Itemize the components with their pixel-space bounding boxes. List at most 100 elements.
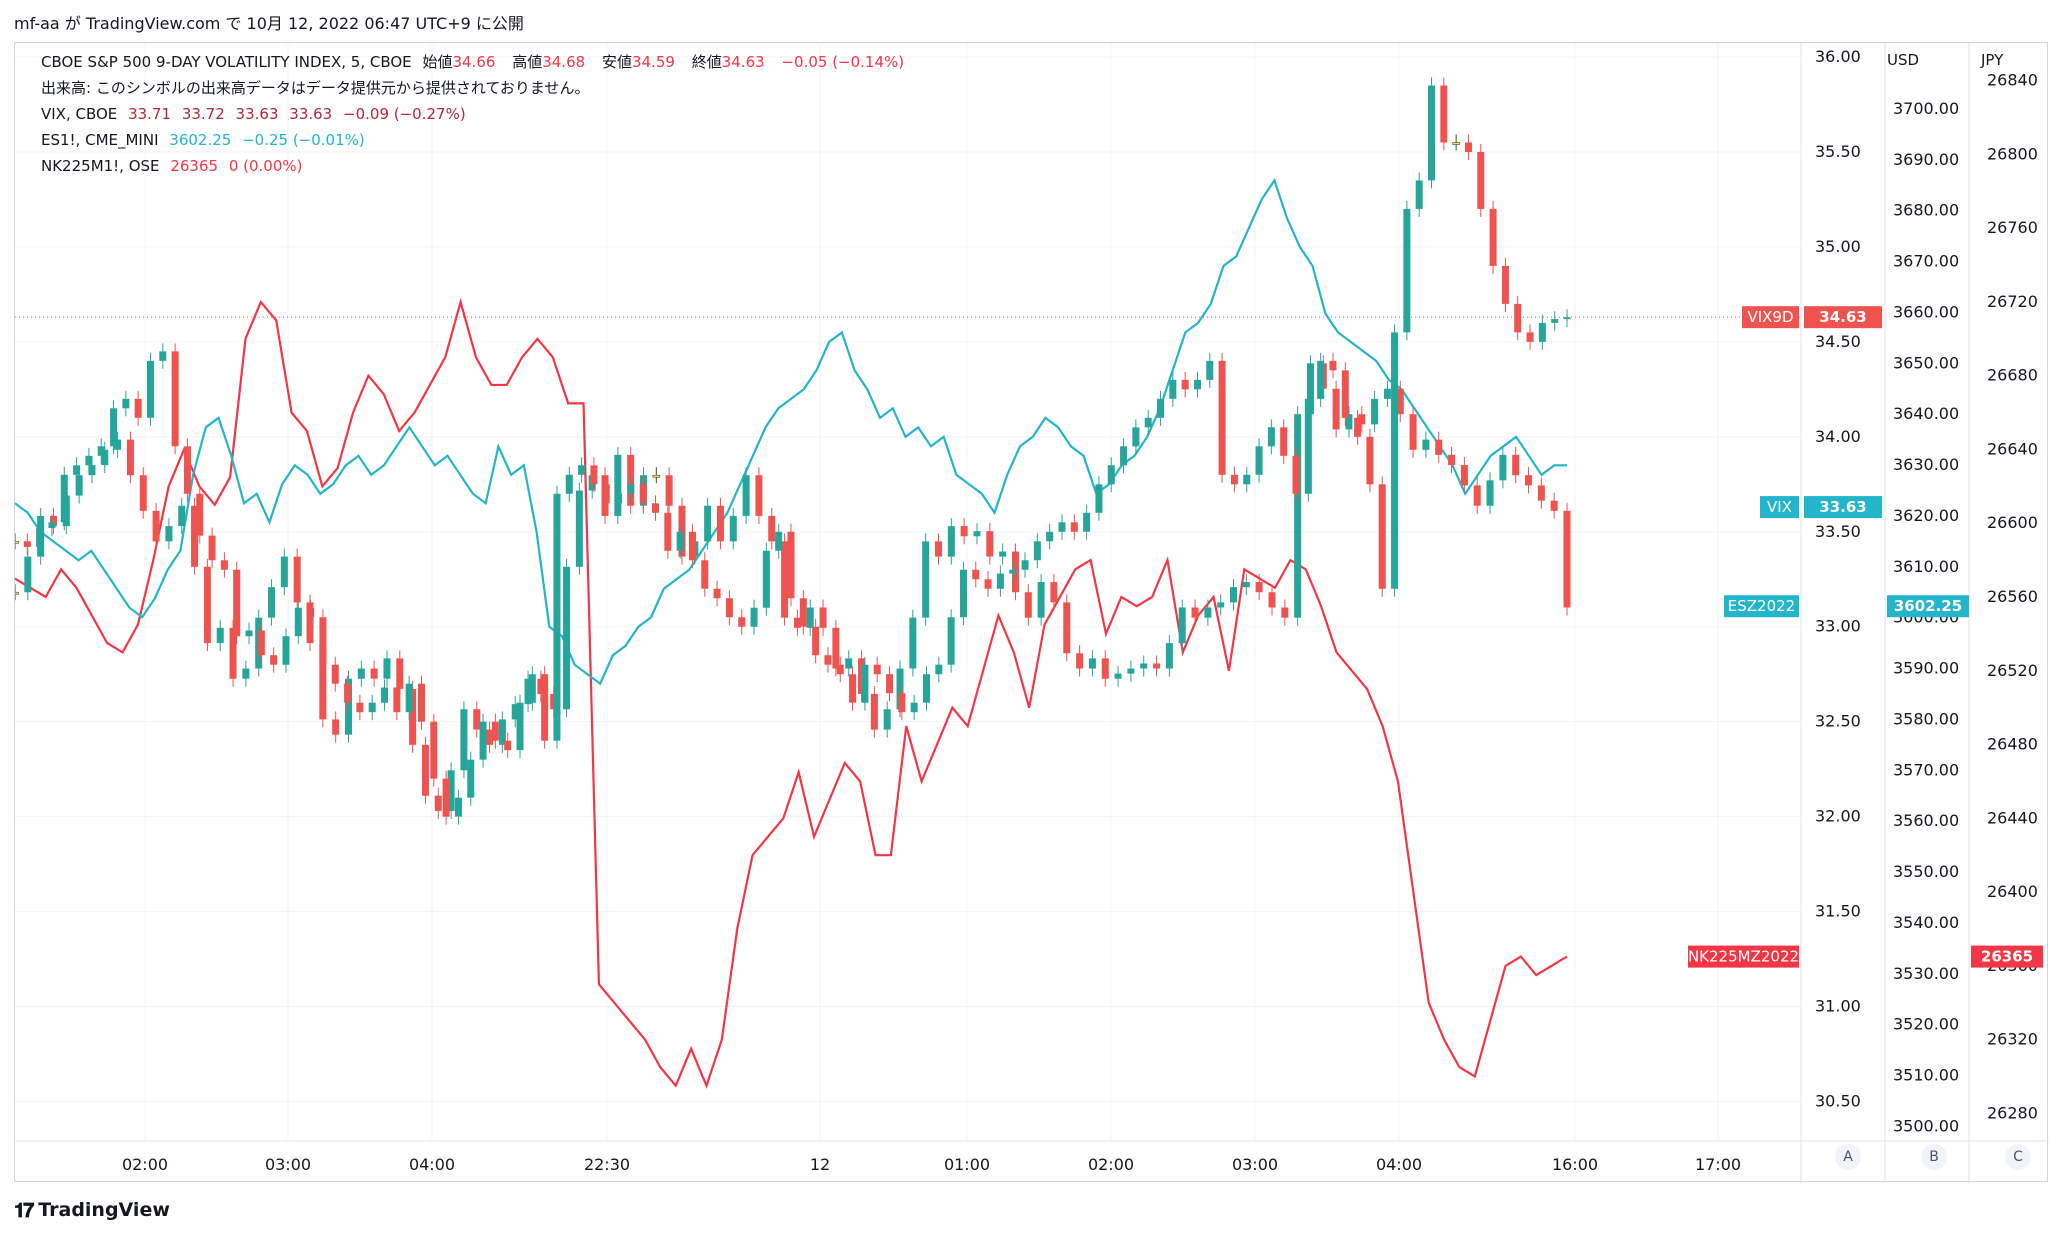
vix9d-candle <box>873 664 881 675</box>
vix9d-candle <box>1181 379 1189 390</box>
es-candle <box>781 541 789 618</box>
y-tick-label-vix9d: 34.00 <box>1815 427 1861 446</box>
vix9d-candle <box>1095 484 1103 513</box>
vix9d-candle <box>1157 398 1165 418</box>
es-candle <box>909 617 917 669</box>
vix9d-candle <box>1046 531 1054 542</box>
chart-canvas[interactable]: 02:00 03:00 04:00 22:30 12 01:00 02:00 03:00 04:… <box>15 43 2049 1183</box>
vix9d-candle <box>1070 522 1078 532</box>
es-candle <box>1537 485 1545 501</box>
es-candle <box>819 607 827 628</box>
axis-button-b[interactable]: B <box>1921 1144 1947 1170</box>
vix9d-candle <box>898 693 906 713</box>
vix9d-candle <box>294 607 302 637</box>
vix9d-candle <box>393 687 401 713</box>
vix9d-candle <box>1354 417 1362 437</box>
vix9d-candle <box>1120 446 1128 466</box>
vix9d-candle <box>23 541 31 547</box>
vix9d-candle <box>491 721 499 741</box>
vix9d-candle <box>381 687 389 703</box>
y-tick-label-vix9d: 35.50 <box>1815 142 1861 161</box>
vix9d-candle <box>1501 265 1509 304</box>
es-candle <box>498 719 506 745</box>
y-tick-label-usd: 3660.00 <box>1893 302 1959 321</box>
publish-header: mf-aa が TradingView.com で 10月 12, 2022 0… <box>14 14 524 33</box>
y-tick-label-usd: 3650.00 <box>1893 353 1959 372</box>
es-candle <box>947 526 955 557</box>
es-candle <box>935 541 943 557</box>
vix9d-candle <box>972 569 980 580</box>
x-tick-label: 12 <box>810 1155 830 1174</box>
y-tick-label-jpy: 26440 <box>1987 808 2038 827</box>
y-tick-label-jpy: 26680 <box>1987 366 2038 385</box>
y-tick-label-usd: 3680.00 <box>1893 201 1959 220</box>
legend-low-label: 安値 <box>601 53 632 71</box>
vix9d-candle <box>1144 417 1152 428</box>
footer-branding[interactable]: 𝟏𝟕 TradingView <box>14 1198 170 1222</box>
vix9d-candle <box>1538 322 1546 342</box>
es-candle <box>1448 454 1456 466</box>
es-candle <box>1332 388 1340 430</box>
vix9d-candle <box>1193 379 1201 390</box>
vix9d-candle <box>541 674 549 741</box>
chart-frame[interactable]: 02:00 03:00 04:00 22:30 12 01:00 02:00 03:00 04:… <box>14 42 2049 1183</box>
y-tick-label-jpy: 26280 <box>1987 1103 2038 1122</box>
legend-high-label: 高値 <box>512 53 543 71</box>
vix9d-candle <box>220 560 228 570</box>
vix9d-candle <box>1403 208 1411 333</box>
legend-nk-value: 26365 <box>170 157 219 175</box>
vix9d-candle <box>196 493 204 536</box>
es-candle <box>1358 414 1366 425</box>
vix9d-candle <box>910 702 918 713</box>
vix9d-candle <box>996 573 1004 589</box>
es-candle <box>216 627 224 644</box>
es-candle <box>1371 398 1379 425</box>
vix9d-candle <box>257 630 265 656</box>
vix9d-candle <box>1366 436 1374 485</box>
vix-series-line <box>15 177 1567 686</box>
vix9d-candle <box>307 607 315 618</box>
tradingview-logo-icon: 𝟏𝟕 <box>14 1198 34 1222</box>
axis-button-c[interactable]: C <box>2005 1144 2031 1170</box>
vix9d-candle <box>959 569 967 618</box>
vix9d-candle <box>553 493 561 741</box>
es-candle <box>88 465 96 476</box>
es-candle <box>973 531 981 537</box>
es-candle <box>883 709 891 730</box>
vix9d-candle <box>73 465 81 475</box>
es-candle <box>447 770 455 811</box>
es-candle <box>486 729 494 745</box>
legend-close-label: 終値 <box>691 53 722 71</box>
vix9d-candle <box>762 550 770 608</box>
axis-button-a[interactable]: A <box>1835 1144 1861 1170</box>
es-candle <box>203 566 211 644</box>
vix9d-candle <box>1415 180 1423 209</box>
y-tick-label-jpy: 26800 <box>1987 144 2038 163</box>
es-candle <box>357 668 365 679</box>
y-tick-label-usd: 3610.00 <box>1893 557 1959 576</box>
vix9d-candle <box>1563 317 1571 320</box>
legend-main-change: −0.05 (−0.14%) <box>781 53 905 71</box>
y-tick-label-usd: 3640.00 <box>1893 404 1959 423</box>
vix9d-candle <box>1033 541 1041 561</box>
es-candle <box>1204 607 1212 618</box>
price-tag-value-text: 26365 <box>1981 948 2033 966</box>
y-tick-label-jpy: 26600 <box>1987 513 2038 532</box>
es-candle <box>1255 582 1263 593</box>
legend-es-change: −0.25 (−0.01%) <box>242 131 365 149</box>
price-tag-value-text: 34.63 <box>1819 308 1866 326</box>
vix9d-candle <box>467 759 475 798</box>
es-candle <box>15 591 19 595</box>
vix9d-candle <box>836 664 844 675</box>
es-candle <box>370 668 378 679</box>
legend-vix-change: −0.09 (−0.27%) <box>343 105 466 123</box>
vix9d-candle <box>1489 208 1497 266</box>
price-tag-value-box <box>1804 306 1882 329</box>
es-candle <box>49 515 57 527</box>
vix9d-candle <box>688 531 696 561</box>
es-candle <box>1422 439 1430 450</box>
x-tick-label: 01:00 <box>944 1155 990 1174</box>
es-candle <box>306 602 314 644</box>
vix9d-candle <box>1083 512 1091 532</box>
vix9d-candle <box>171 351 179 447</box>
